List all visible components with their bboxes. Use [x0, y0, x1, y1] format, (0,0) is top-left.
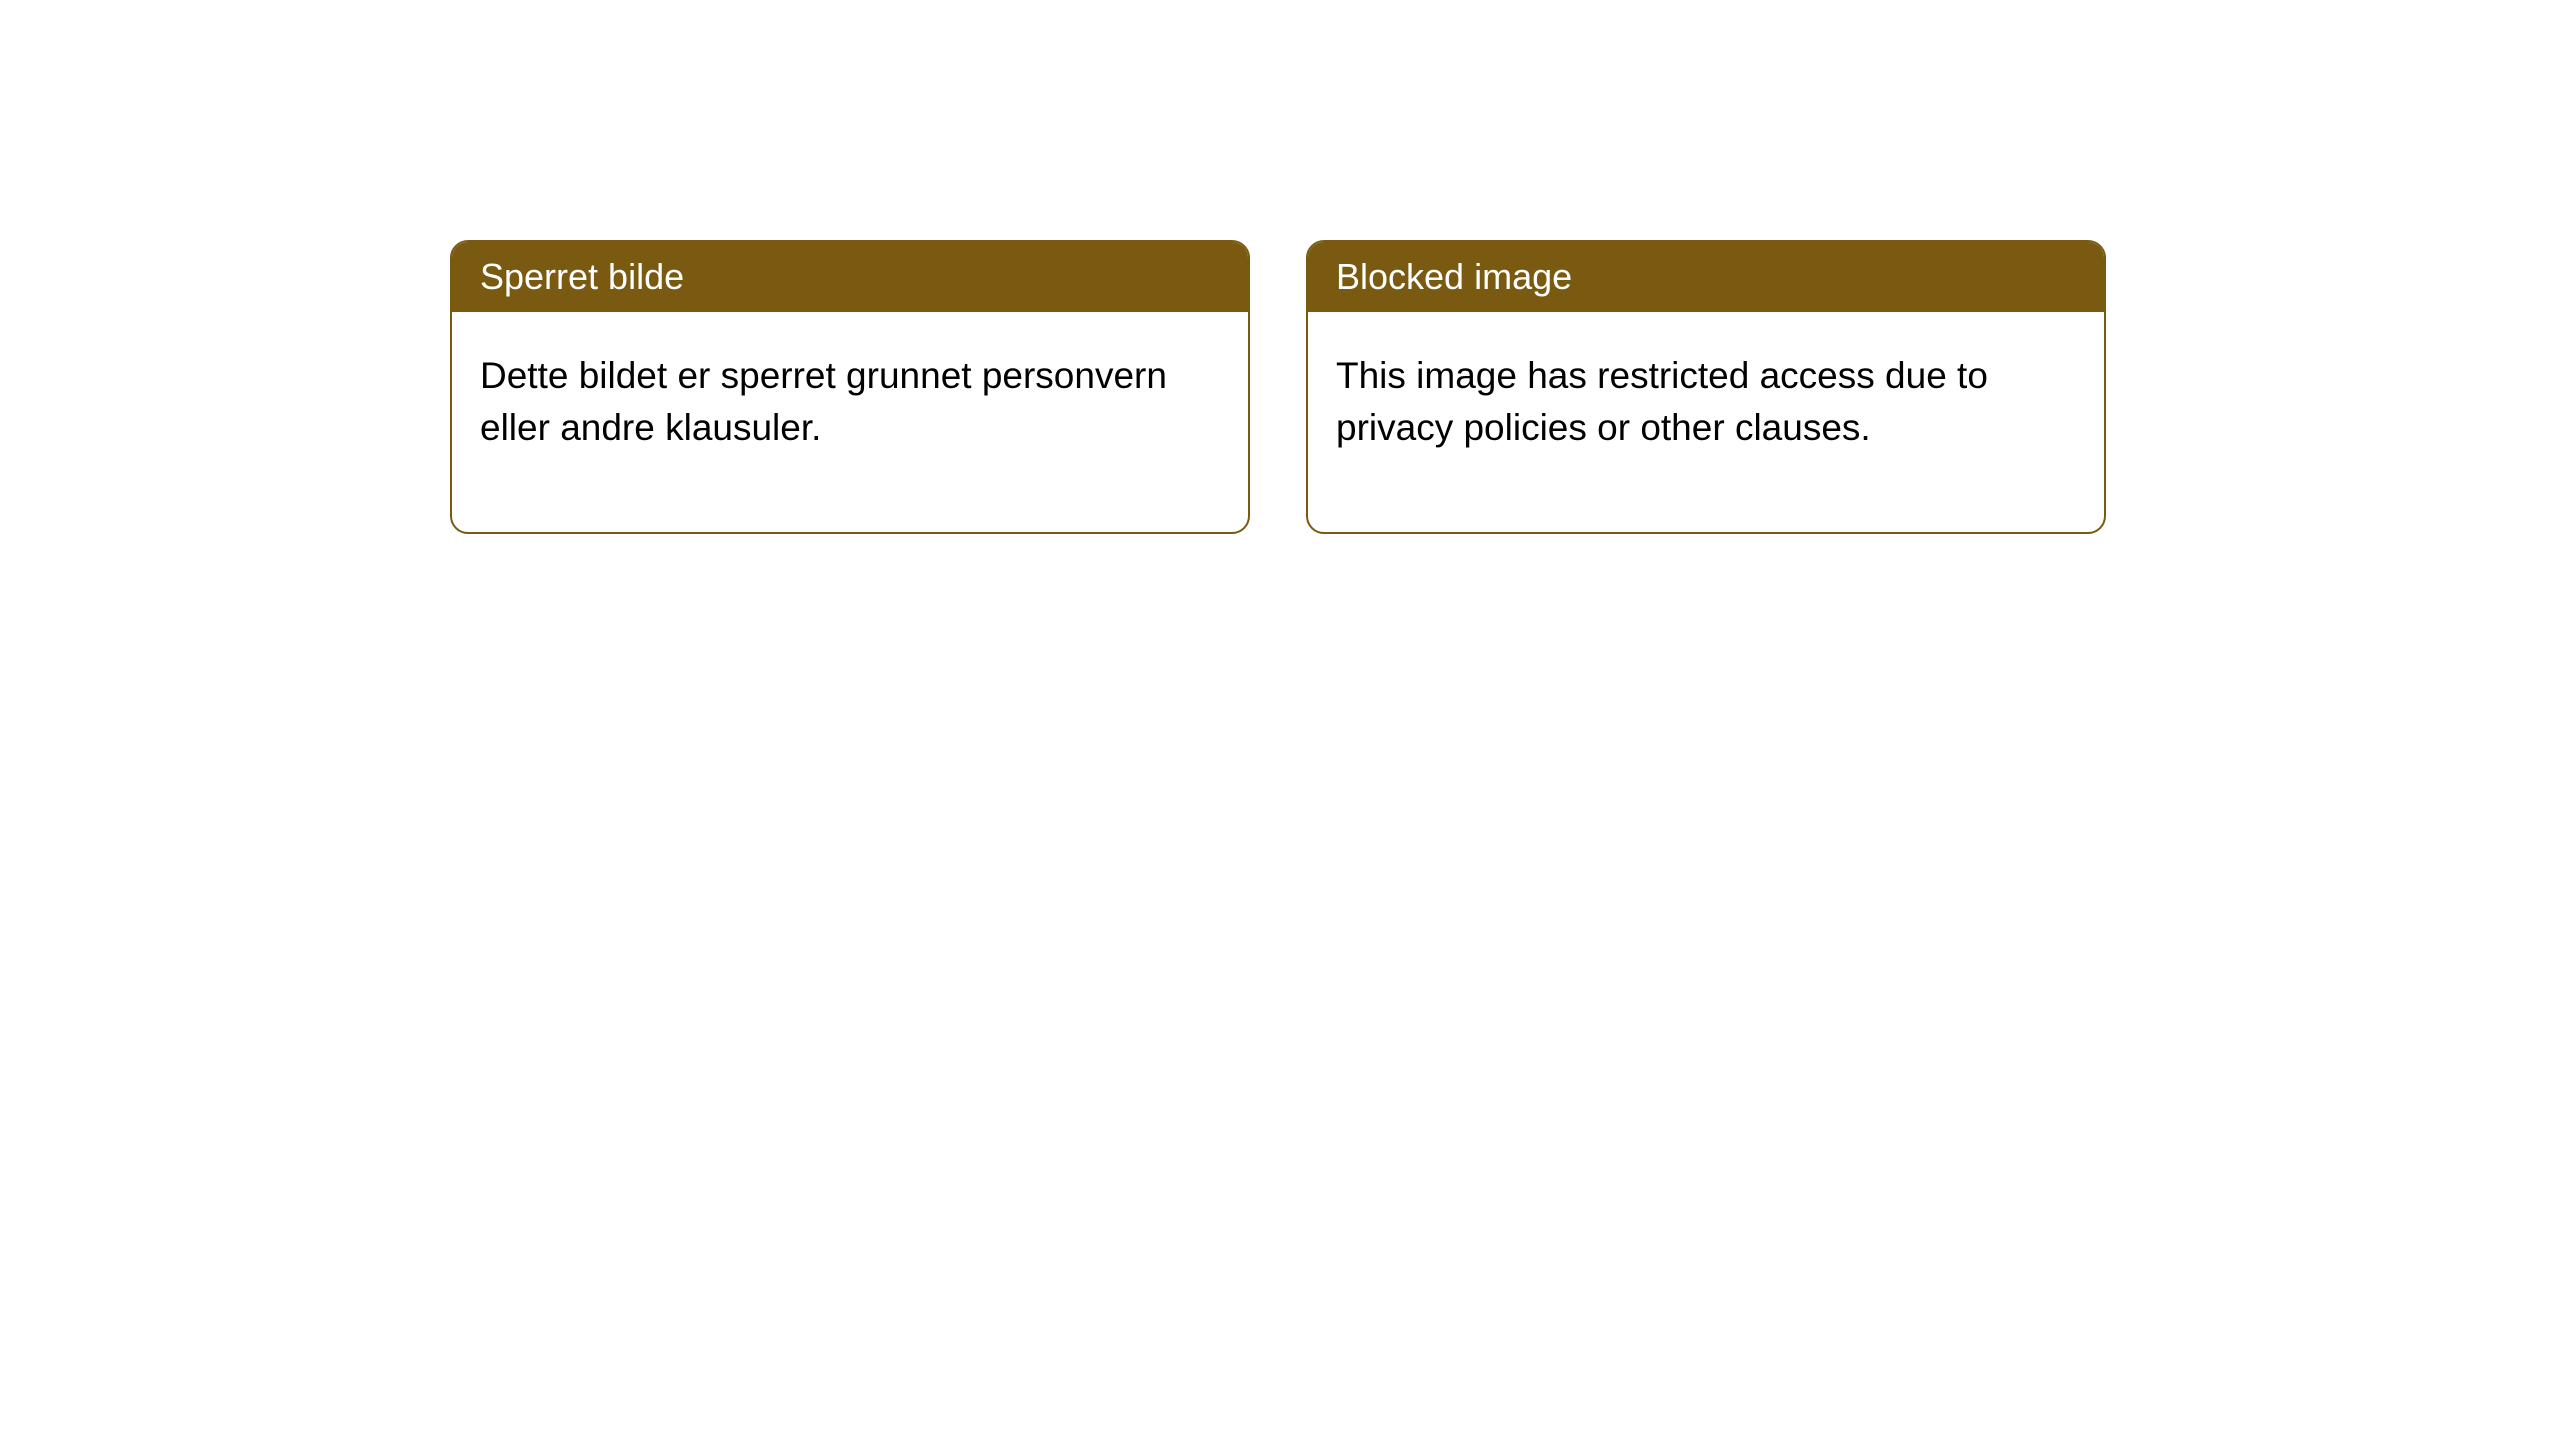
blocked-image-notices: Sperret bilde Dette bildet er sperret gr… [450, 240, 2110, 534]
notice-card-english: Blocked image This image has restricted … [1306, 240, 2106, 534]
notice-body-english: This image has restricted access due to … [1308, 312, 2104, 532]
notice-title-norwegian: Sperret bilde [452, 242, 1248, 312]
notice-title-english: Blocked image [1308, 242, 2104, 312]
notice-body-norwegian: Dette bildet er sperret grunnet personve… [452, 312, 1248, 532]
notice-card-norwegian: Sperret bilde Dette bildet er sperret gr… [450, 240, 1250, 534]
